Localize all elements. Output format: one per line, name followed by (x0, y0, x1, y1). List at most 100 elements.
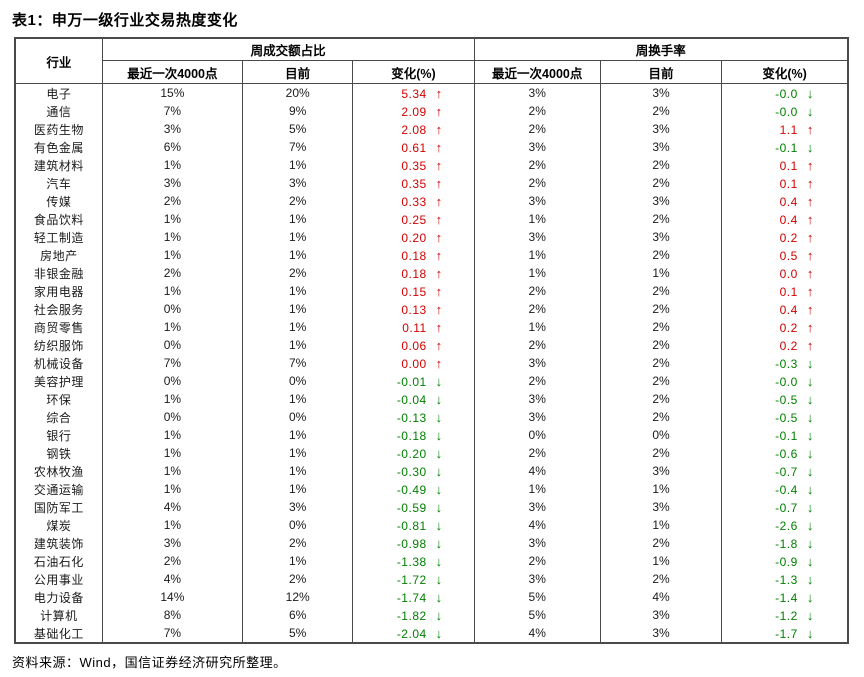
table-row: 钢铁 1% 1% -0.20 ↓ 2% 2% -0.6 ↓ (14, 444, 849, 462)
trend-arrow-icon: ↓ (806, 139, 814, 155)
trend-arrow-icon: ↓ (806, 607, 814, 623)
trend-arrow-icon: ↓ (435, 499, 443, 515)
turn-current-cell: 3% (599, 83, 723, 102)
turn-change-cell: -0.7 ↓ (721, 462, 849, 480)
header-group-volume-share: 周成交额占比 (101, 37, 475, 61)
turn-change-cell: 0.0 ↑ (721, 264, 849, 282)
vol-current-cell: 1% (242, 390, 354, 408)
turn-current-cell: 2% (599, 156, 723, 174)
vol-last-cell: 0% (101, 408, 244, 426)
vol-last-cell: 2% (101, 552, 244, 570)
change-value: 0.0 (779, 266, 798, 281)
table-row: 电力设备 14% 12% -1.74 ↓ 5% 4% -1.4 ↓ (14, 588, 849, 606)
turn-change-cell: -0.0 ↓ (721, 83, 849, 102)
turn-current-cell: 1% (599, 516, 723, 534)
turn-last-cell: 3% (473, 138, 601, 156)
vol-current-cell: 3% (242, 498, 354, 516)
vol-current-cell: 0% (242, 408, 354, 426)
vol-current-cell: 1% (242, 156, 354, 174)
turn-change-cell: 0.2 ↑ (721, 228, 849, 246)
industry-name: 计算机 (14, 606, 103, 624)
turn-change-cell: 0.1 ↑ (721, 282, 849, 300)
vol-last-cell: 1% (101, 480, 244, 498)
vol-last-cell: 1% (101, 210, 244, 228)
turn-last-cell: 1% (473, 318, 601, 336)
trend-arrow-icon: ↑ (435, 85, 443, 101)
table-row: 传媒 2% 2% 0.33 ↑ 3% 3% 0.4 ↑ (14, 192, 849, 210)
change-value: 0.13 (401, 302, 427, 317)
turn-last-cell: 2% (473, 156, 601, 174)
turn-current-cell: 2% (599, 210, 723, 228)
industry-name: 公用事业 (14, 570, 103, 588)
change-value: 0.18 (401, 266, 427, 281)
change-value: -0.4 (775, 482, 798, 497)
trend-arrow-icon: ↓ (806, 409, 814, 425)
table-row: 轻工制造 1% 1% 0.20 ↑ 3% 3% 0.2 ↑ (14, 228, 849, 246)
trend-arrow-icon: ↓ (806, 391, 814, 407)
header-vol-last-4000: 最近一次4000点 (101, 60, 244, 84)
table-row: 计算机 8% 6% -1.82 ↓ 5% 3% -1.2 ↓ (14, 606, 849, 624)
turn-change-cell: 0.4 ↑ (721, 300, 849, 318)
turn-last-cell: 2% (473, 444, 601, 462)
turn-last-cell: 1% (473, 264, 601, 282)
vol-change-cell: -0.81 ↓ (352, 516, 475, 534)
vol-change-cell: 2.08 ↑ (352, 120, 475, 138)
industry-name: 电力设备 (14, 588, 103, 606)
table-row: 国防军工 4% 3% -0.59 ↓ 3% 3% -0.7 ↓ (14, 498, 849, 516)
trend-arrow-icon: ↑ (806, 229, 814, 245)
change-value: -0.1 (775, 428, 798, 443)
trend-arrow-icon: ↓ (806, 355, 814, 371)
change-value: -0.3 (775, 356, 798, 371)
table-row: 综合 0% 0% -0.13 ↓ 3% 2% -0.5 ↓ (14, 408, 849, 426)
turn-last-cell: 1% (473, 210, 601, 228)
change-value: -2.04 (396, 626, 427, 641)
vol-change-cell: 0.18 ↑ (352, 246, 475, 264)
table-row: 煤炭 1% 0% -0.81 ↓ 4% 1% -2.6 ↓ (14, 516, 849, 534)
vol-change-cell: -1.82 ↓ (352, 606, 475, 624)
trend-arrow-icon: ↑ (806, 319, 814, 335)
turn-last-cell: 1% (473, 480, 601, 498)
change-value: -1.82 (396, 608, 427, 623)
trend-arrow-icon: ↑ (806, 337, 814, 353)
turn-change-cell: 0.5 ↑ (721, 246, 849, 264)
turn-current-cell: 2% (599, 534, 723, 552)
change-value: 5.34 (401, 86, 427, 101)
turn-last-cell: 2% (473, 300, 601, 318)
change-value: 0.15 (401, 284, 427, 299)
source-note: 资料来源：Wind，国信证券经济研究所整理。 (12, 655, 287, 670)
turn-current-cell: 4% (599, 588, 723, 606)
industry-name: 轻工制造 (14, 228, 103, 246)
trend-arrow-icon: ↑ (806, 121, 814, 137)
turn-last-cell: 2% (473, 174, 601, 192)
change-value: -0.0 (775, 86, 798, 101)
turn-last-cell: 5% (473, 606, 601, 624)
vol-change-cell: 2.09 ↑ (352, 102, 475, 120)
turn-last-cell: 2% (473, 336, 601, 354)
turn-change-cell: -2.6 ↓ (721, 516, 849, 534)
turn-change-cell: -0.3 ↓ (721, 354, 849, 372)
vol-current-cell: 1% (242, 246, 354, 264)
vol-change-cell: -0.20 ↓ (352, 444, 475, 462)
change-value: -0.7 (775, 500, 798, 515)
vol-last-cell: 7% (101, 624, 244, 643)
vol-change-cell: -0.04 ↓ (352, 390, 475, 408)
trend-arrow-icon: ↓ (806, 373, 814, 389)
change-value: -0.20 (396, 446, 427, 461)
change-value: -0.18 (396, 428, 427, 443)
turn-change-cell: -1.2 ↓ (721, 606, 849, 624)
vol-change-cell: 0.20 ↑ (352, 228, 475, 246)
change-value: -0.98 (396, 536, 427, 551)
turn-current-cell: 2% (599, 102, 723, 120)
turn-last-cell: 2% (473, 120, 601, 138)
vol-last-cell: 4% (101, 498, 244, 516)
trend-arrow-icon: ↓ (435, 409, 443, 425)
vol-last-cell: 0% (101, 336, 244, 354)
turn-last-cell: 3% (473, 228, 601, 246)
trend-arrow-icon: ↓ (806, 463, 814, 479)
vol-current-cell: 12% (242, 588, 354, 606)
trend-arrow-icon: ↑ (806, 175, 814, 191)
vol-current-cell: 0% (242, 516, 354, 534)
vol-current-cell: 9% (242, 102, 354, 120)
vol-last-cell: 1% (101, 246, 244, 264)
vol-change-cell: 0.33 ↑ (352, 192, 475, 210)
